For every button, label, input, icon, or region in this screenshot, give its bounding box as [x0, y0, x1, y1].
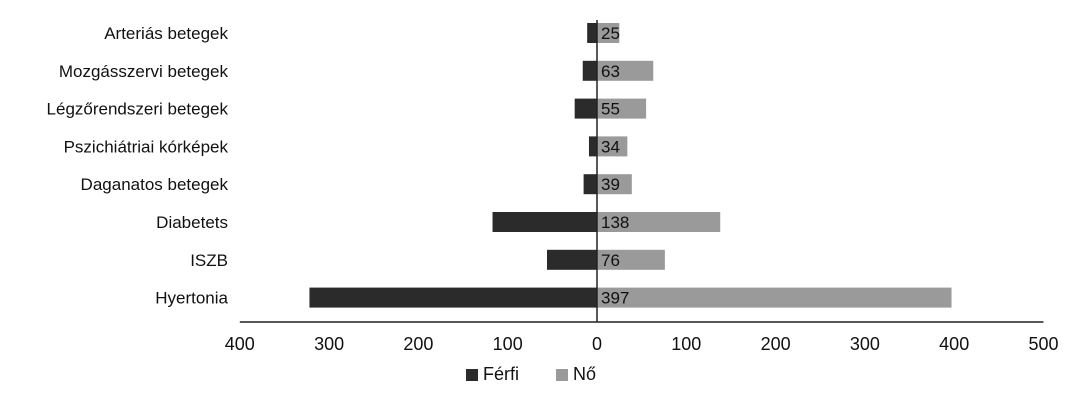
category-label: Daganatos betegek: [81, 175, 229, 194]
data-label-no: 63: [601, 62, 620, 81]
bar-ferfi: [582, 60, 597, 81]
data-label-no: 397: [601, 289, 629, 308]
data-labels: 25 63 55 34 39 138 76 397: [601, 24, 629, 308]
category-label: Pszichiátriai kórképek: [64, 137, 229, 156]
x-tick-label: 100: [493, 334, 523, 354]
x-tick-label: 200: [761, 334, 791, 354]
bars-group: [309, 23, 952, 308]
bar-no: [597, 136, 628, 157]
category-label: Arteriás betegek: [104, 24, 228, 43]
data-label-no: 55: [601, 100, 620, 119]
category-label: Mozgásszervi betegek: [59, 62, 229, 81]
data-label-no: 76: [601, 251, 620, 270]
x-tick-label: 400: [225, 334, 255, 354]
bar-ferfi: [587, 23, 597, 43]
data-label-no: 25: [601, 24, 620, 43]
x-tick-label: 300: [314, 334, 344, 354]
category-label: ISZB: [190, 251, 228, 270]
bar-ferfi: [309, 287, 597, 308]
x-tick-label: 500: [1028, 334, 1058, 354]
x-tick-label: 300: [850, 334, 880, 354]
category-label: Diabetets: [156, 213, 228, 232]
legend-swatch-ferfi: [466, 369, 478, 381]
legend-label-no: Nő: [573, 364, 596, 384]
category-label: Hyertonia: [155, 289, 228, 308]
legend: Férfi Nő: [466, 364, 596, 384]
x-tick-label: 0: [592, 334, 602, 354]
data-label-no: 34: [601, 137, 620, 156]
legend-label-ferfi: Férfi: [483, 364, 519, 384]
bar-ferfi: [546, 249, 597, 270]
bar-ferfi: [574, 98, 597, 119]
bar-no: [597, 249, 665, 270]
bar-no: [597, 174, 632, 195]
x-tick-label: 200: [403, 334, 433, 354]
bar-no: [597, 287, 952, 308]
bar-no: [597, 60, 654, 81]
x-tick-label: 400: [939, 334, 969, 354]
bar-ferfi: [588, 136, 597, 157]
bar-ferfi: [583, 174, 597, 195]
data-label-no: 39: [601, 175, 620, 194]
legend-swatch-no: [556, 369, 568, 381]
category-labels: Arteriás betegek Mozgásszervi betegek Légz…: [47, 24, 229, 308]
x-tick-label: 100: [671, 334, 701, 354]
bar-no: [597, 23, 620, 43]
bar-ferfi: [492, 212, 597, 232]
category-label: Légzőrendszeri betegek: [47, 100, 229, 119]
bar-no: [597, 212, 721, 232]
bar-no: [597, 98, 647, 119]
axis-group: 400 300 200 100 0 100 200 300 400 500: [225, 20, 1059, 354]
data-label-no: 138: [601, 213, 629, 232]
